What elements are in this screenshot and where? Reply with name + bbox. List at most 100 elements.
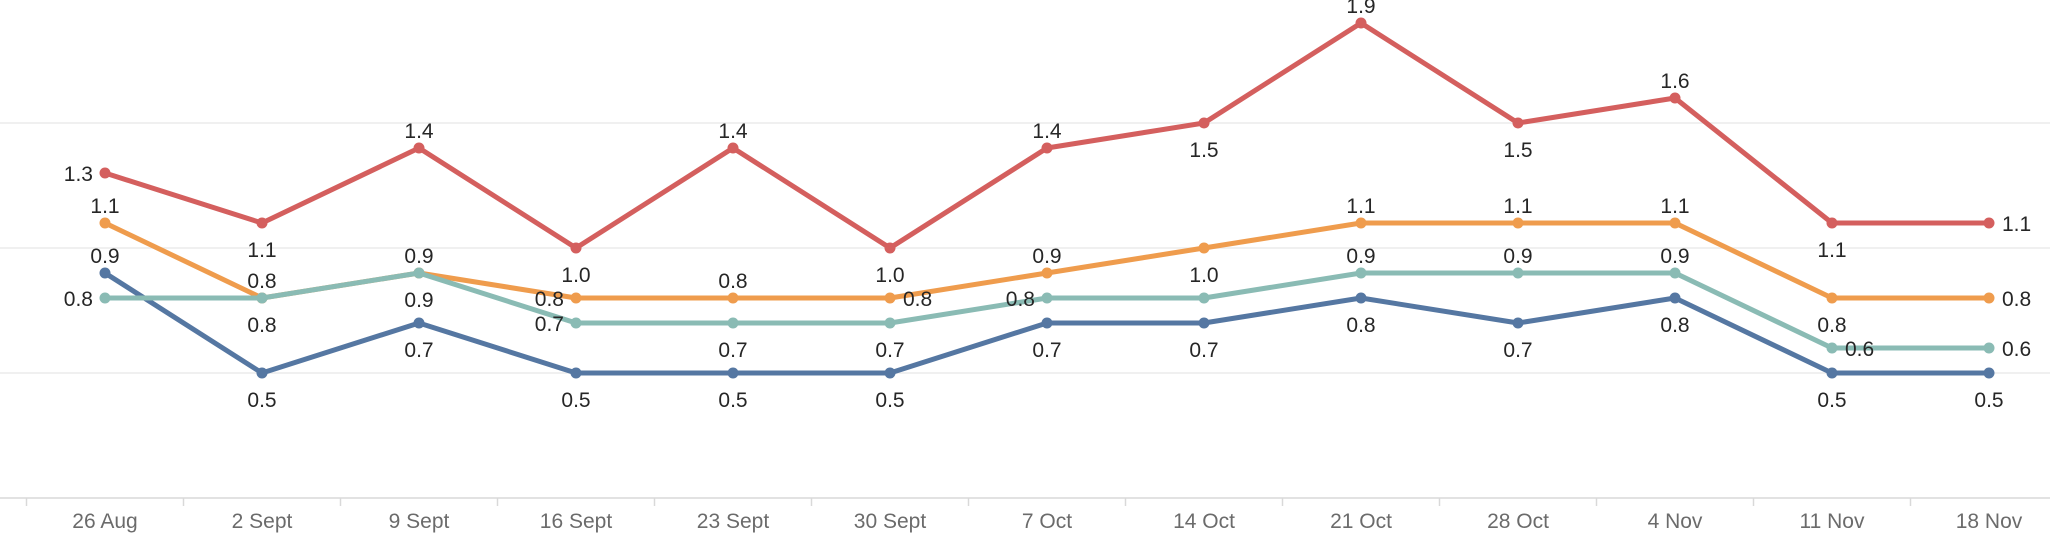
series-teal-point[interactable] bbox=[884, 317, 896, 329]
series-teal-point[interactable] bbox=[1512, 267, 1524, 279]
series-orange-point[interactable] bbox=[570, 292, 582, 304]
series-red-point[interactable] bbox=[1512, 117, 1524, 129]
value-label: 1.1 bbox=[1503, 195, 1532, 218]
series-teal-point[interactable] bbox=[570, 317, 582, 329]
value-label: 0.9 bbox=[1503, 245, 1532, 268]
series-orange-point[interactable] bbox=[1983, 292, 1995, 304]
value-label: 0.9 bbox=[90, 245, 119, 268]
value-label: 1.4 bbox=[1032, 120, 1062, 143]
series-red-point[interactable] bbox=[1041, 142, 1053, 154]
series-red-point[interactable] bbox=[570, 242, 582, 254]
value-label: 0.8 bbox=[2002, 288, 2031, 311]
value-label: 1.0 bbox=[875, 264, 904, 287]
value-label: 1.0 bbox=[1189, 264, 1218, 287]
value-label: 0.5 bbox=[1817, 389, 1846, 412]
value-label: 1.1 bbox=[90, 195, 119, 218]
value-label: 1.0 bbox=[561, 264, 590, 287]
series-blue-point[interactable] bbox=[884, 367, 896, 379]
series-red-point[interactable] bbox=[413, 142, 425, 154]
series-teal-point[interactable] bbox=[99, 292, 111, 304]
value-label: 1.1 bbox=[1660, 195, 1689, 218]
x-axis-label: 23 Sept bbox=[697, 510, 770, 533]
value-label: 0.9 bbox=[1660, 245, 1689, 268]
series-orange-point[interactable] bbox=[1355, 217, 1367, 229]
series-red-point[interactable] bbox=[1983, 217, 1995, 229]
value-label: 0.7 bbox=[875, 339, 904, 362]
x-axis-label: 11 Nov bbox=[1800, 510, 1865, 533]
value-label: 0.7 bbox=[1189, 339, 1218, 362]
series-orange-point[interactable] bbox=[1512, 217, 1524, 229]
series-teal-point[interactable] bbox=[1669, 267, 1681, 279]
series-teal-point[interactable] bbox=[256, 292, 268, 304]
value-label: 1.5 bbox=[1503, 139, 1532, 162]
series-teal-point[interactable] bbox=[1041, 292, 1053, 304]
value-label: 0.8 bbox=[1660, 314, 1689, 337]
value-label: 1.1 bbox=[2002, 213, 2031, 236]
x-axis-label: 30 Sept bbox=[854, 510, 927, 533]
series-blue-point[interactable] bbox=[256, 367, 268, 379]
value-label: 1.4 bbox=[718, 120, 748, 143]
value-label: 1.3 bbox=[64, 163, 93, 186]
x-axis-label: 26 Aug bbox=[72, 510, 137, 533]
value-label: 1.5 bbox=[1189, 139, 1218, 162]
x-axis-label: 16 Sept bbox=[540, 510, 613, 533]
series-red-point[interactable] bbox=[1669, 92, 1681, 104]
series-blue-point[interactable] bbox=[1983, 367, 1995, 379]
series-blue-point[interactable] bbox=[1826, 367, 1838, 379]
x-axis-label: 4 Nov bbox=[1648, 510, 1703, 533]
x-axis-label: 9 Sept bbox=[389, 510, 450, 533]
value-label: 0.7 bbox=[535, 313, 564, 336]
value-label: 1.1 bbox=[1817, 239, 1846, 262]
value-label: 0.5 bbox=[875, 389, 904, 412]
series-teal-point[interactable] bbox=[727, 317, 739, 329]
value-label: 0.8 bbox=[1817, 314, 1846, 337]
series-blue-point[interactable] bbox=[570, 367, 582, 379]
value-label: 0.5 bbox=[718, 389, 747, 412]
series-blue-point[interactable] bbox=[99, 267, 111, 279]
series-teal-point[interactable] bbox=[413, 267, 425, 279]
series-blue-point[interactable] bbox=[727, 367, 739, 379]
value-label: 0.5 bbox=[561, 389, 590, 412]
series-blue-point[interactable] bbox=[1198, 317, 1210, 329]
series-teal-point[interactable] bbox=[1826, 342, 1838, 354]
value-label: 1.4 bbox=[404, 120, 434, 143]
series-red-point[interactable] bbox=[1355, 17, 1367, 29]
series-red-point[interactable] bbox=[884, 242, 896, 254]
value-label: 1.9 bbox=[1346, 0, 1375, 18]
value-label: 0.7 bbox=[1032, 339, 1061, 362]
x-axis-label: 21 Oct bbox=[1330, 510, 1392, 533]
value-label: 0.7 bbox=[718, 339, 747, 362]
value-label: 0.6 bbox=[1845, 338, 1874, 361]
series-orange-point[interactable] bbox=[727, 292, 739, 304]
value-label: 0.8 bbox=[64, 288, 93, 311]
value-label: 0.8 bbox=[247, 314, 276, 337]
series-red-point[interactable] bbox=[1826, 217, 1838, 229]
series-teal-point[interactable] bbox=[1355, 267, 1367, 279]
series-blue-point[interactable] bbox=[1041, 317, 1053, 329]
value-label: 0.8 bbox=[247, 270, 276, 293]
series-blue-point[interactable] bbox=[1669, 292, 1681, 304]
series-teal-point[interactable] bbox=[1198, 292, 1210, 304]
series-blue-point[interactable] bbox=[1355, 292, 1367, 304]
series-red-point[interactable] bbox=[727, 142, 739, 154]
series-orange-point[interactable] bbox=[1041, 267, 1053, 279]
value-label: 1.1 bbox=[247, 239, 276, 262]
value-label: 0.5 bbox=[1974, 389, 2003, 412]
series-orange-point[interactable] bbox=[1198, 242, 1210, 254]
value-label: 0.8 bbox=[903, 288, 932, 311]
value-label: 0.7 bbox=[1503, 339, 1532, 362]
series-orange-point[interactable] bbox=[1669, 217, 1681, 229]
series-blue-point[interactable] bbox=[1512, 317, 1524, 329]
series-blue-point[interactable] bbox=[413, 317, 425, 329]
series-orange-point[interactable] bbox=[1826, 292, 1838, 304]
series-red-point[interactable] bbox=[1198, 117, 1210, 129]
series-orange-point[interactable] bbox=[884, 292, 896, 304]
series-orange-point[interactable] bbox=[99, 217, 111, 229]
series-red-point[interactable] bbox=[256, 217, 268, 229]
series-red-point[interactable] bbox=[99, 167, 111, 179]
series-teal-point[interactable] bbox=[1983, 342, 1995, 354]
value-label: 0.8 bbox=[1346, 314, 1375, 337]
value-label: 0.9 bbox=[404, 245, 433, 268]
